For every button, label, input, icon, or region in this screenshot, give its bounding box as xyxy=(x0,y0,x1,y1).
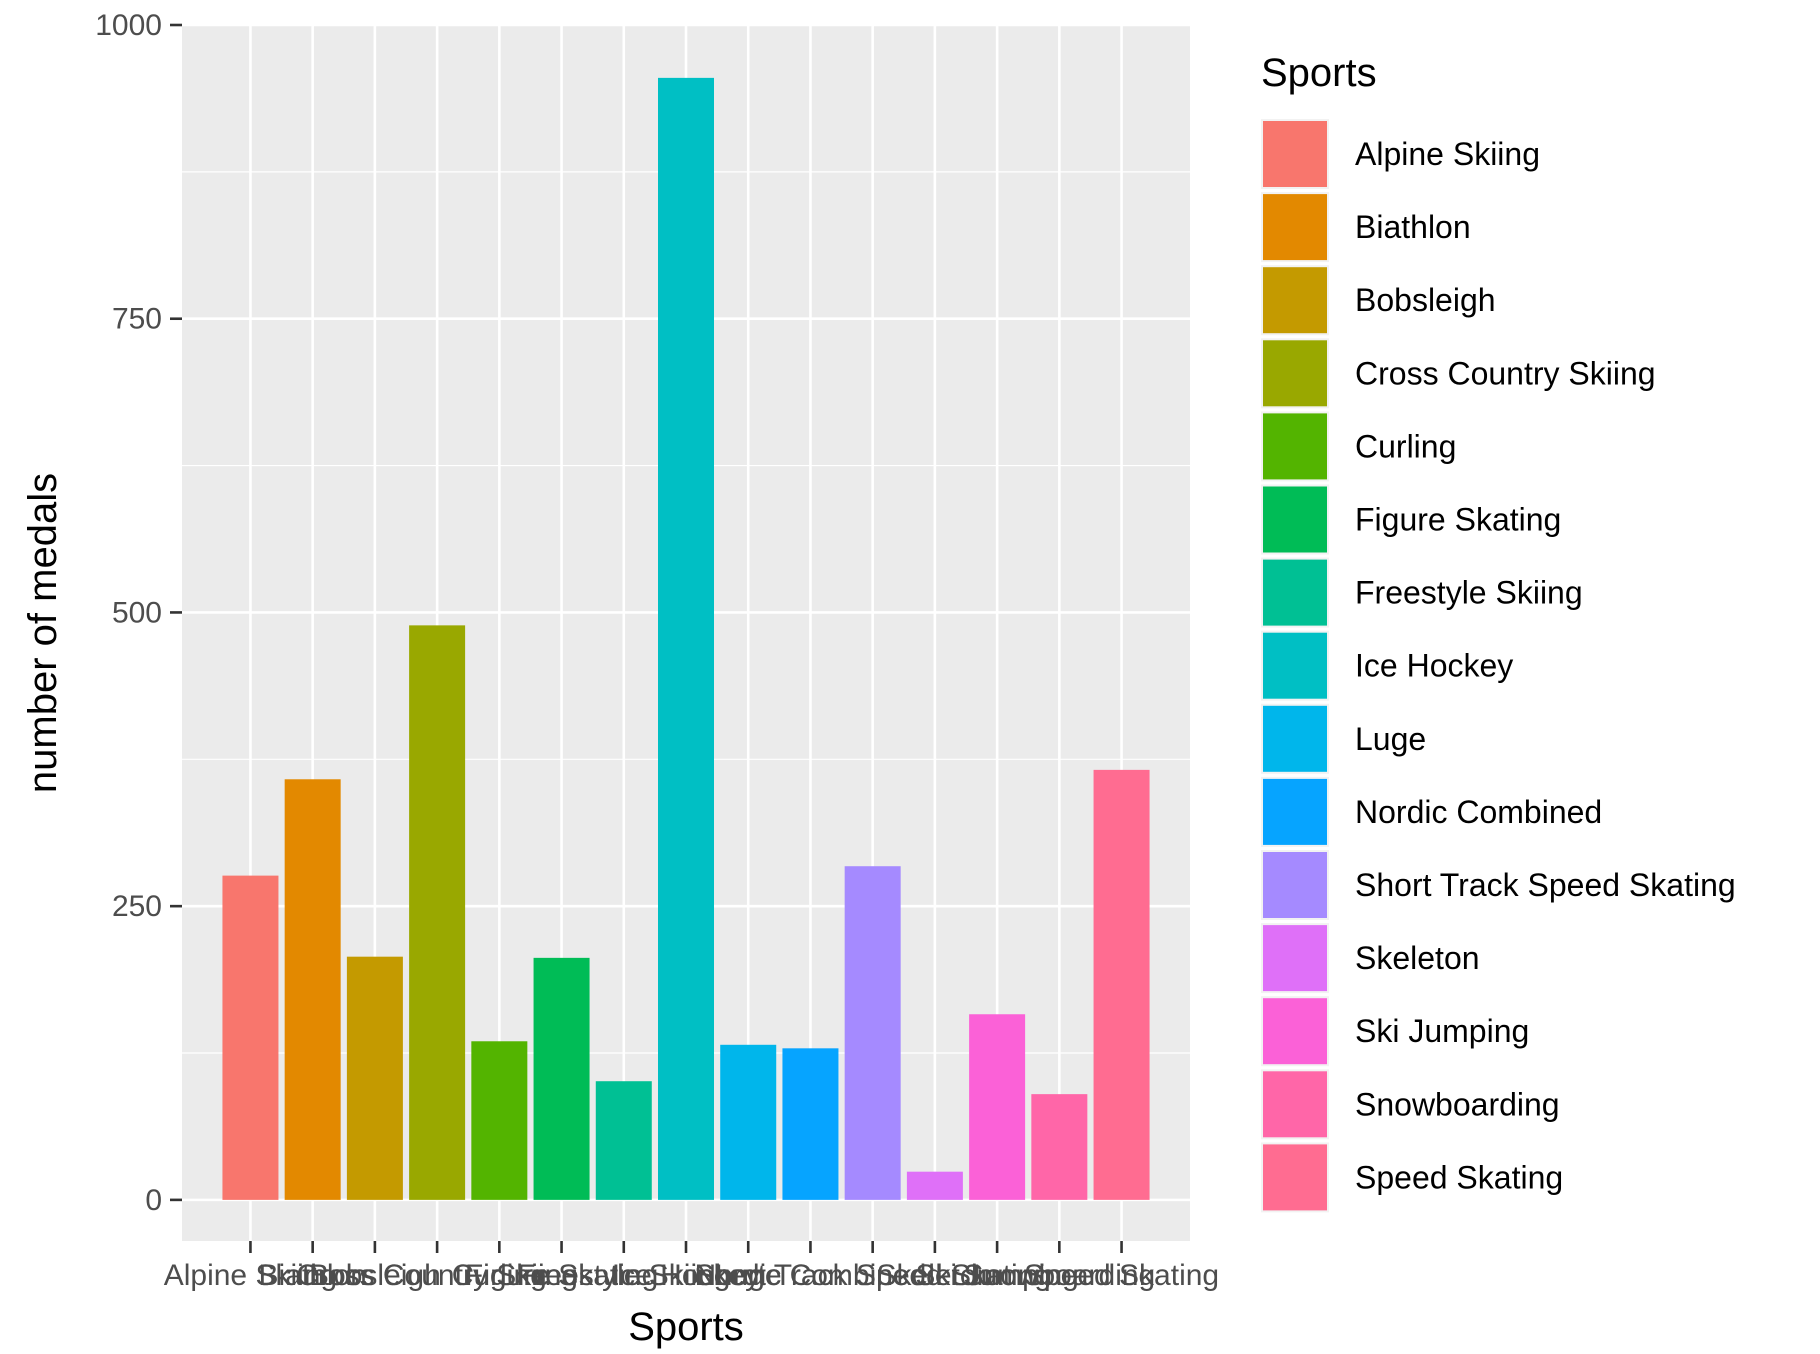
legend: Sports Alpine Skiing Biathlon Bobsleigh Cro… xyxy=(1261,51,1736,1213)
legend-label: Short Track Speed Skating xyxy=(1355,867,1736,903)
legend-label: Bobsleigh xyxy=(1355,282,1496,318)
bar-nordic-combined xyxy=(782,1048,839,1200)
x-tick-label: Biathlon xyxy=(258,1259,366,1292)
bar-cross-country-skiing xyxy=(409,625,466,1200)
y-tick-label: 250 xyxy=(112,890,162,923)
legend-label: Biathlon xyxy=(1355,209,1471,245)
bar-luge xyxy=(720,1044,777,1200)
bar-ski-jumping xyxy=(969,1014,1026,1200)
bar-ice-hockey xyxy=(658,77,714,1200)
legend-swatch xyxy=(1263,121,1327,187)
legend-label: Snowboarding xyxy=(1355,1086,1560,1122)
legend-label: Ice Hockey xyxy=(1355,648,1513,684)
bars xyxy=(222,77,1150,1200)
legend-swatch xyxy=(1263,998,1327,1065)
bar-speed-skating xyxy=(1093,769,1150,1200)
legend-swatch xyxy=(1263,778,1327,845)
x-tick-label: Short Track Speed Skating xyxy=(694,1259,1051,1292)
legend-swatch xyxy=(1263,559,1327,626)
bar-figure-skating xyxy=(533,957,590,1200)
y-tick-label: 500 xyxy=(112,596,162,629)
x-tick-label: Nordic Combined xyxy=(695,1259,927,1292)
legend-swatch xyxy=(1263,925,1327,992)
x-tick-label: Figure Skating xyxy=(465,1259,658,1292)
x-axis-title: Sports xyxy=(628,1305,744,1349)
legend-title: Sports xyxy=(1261,51,1377,95)
x-tick-label: Alpine Skiing xyxy=(164,1259,337,1292)
legend-swatch xyxy=(1263,1071,1327,1138)
x-tick-label: Curling xyxy=(452,1259,547,1292)
legend-swatch xyxy=(1263,194,1327,261)
legend-label: Luge xyxy=(1355,721,1426,757)
legend-swatch xyxy=(1263,632,1327,699)
x-tick-label: Skeleton xyxy=(877,1259,994,1292)
legend-swatch xyxy=(1263,1144,1327,1211)
bar-biathlon xyxy=(284,779,341,1200)
bar-skeleton xyxy=(906,1171,963,1200)
bar-curling xyxy=(471,1041,528,1200)
x-tick-label: Speed Skating xyxy=(1024,1259,1219,1292)
x-tick-label: Bobsleigh xyxy=(309,1259,441,1292)
legend-swatch xyxy=(1263,486,1327,553)
bar-short-track-speed-skating xyxy=(844,866,901,1200)
bar-alpine-skiing xyxy=(222,875,279,1200)
legend-label: Nordic Combined xyxy=(1355,794,1602,830)
x-tick-label: Freestyle Skiing xyxy=(517,1259,730,1292)
legend-swatch xyxy=(1263,267,1327,334)
legend-label: Skeleton xyxy=(1355,940,1480,976)
legend-swatch xyxy=(1263,413,1327,480)
y-tick-label: 0 xyxy=(145,1184,162,1217)
legend-label: Curling xyxy=(1355,428,1456,464)
legend-swatch xyxy=(1263,340,1327,407)
x-tick-label: Snowboarding xyxy=(963,1259,1155,1292)
legend-swatch xyxy=(1263,852,1327,918)
x-tick-label: Ski Jumping xyxy=(915,1259,1078,1292)
y-tick-label: 1000 xyxy=(95,9,162,42)
bar-freestyle-skiing xyxy=(595,1081,652,1200)
legend-swatch xyxy=(1263,705,1327,772)
bar-snowboarding xyxy=(1031,1094,1088,1200)
legend-label: Figure Skating xyxy=(1355,502,1561,538)
bar-bobsleigh xyxy=(346,956,403,1200)
x-tick-label: Ice Hockey xyxy=(612,1259,760,1292)
legend-label: Cross Country Skiing xyxy=(1355,355,1656,391)
legend-label: Freestyle Skiing xyxy=(1355,575,1583,611)
legend-label: Speed Skating xyxy=(1355,1159,1563,1195)
x-tick-label: Luge xyxy=(715,1259,782,1292)
y-axis: 0 250 500 750 1000 xyxy=(95,9,182,1217)
legend-label: Alpine Skiing xyxy=(1355,136,1540,172)
y-axis-title: number of medals xyxy=(21,473,65,793)
x-tick-label: Cross Country Skiing xyxy=(296,1259,578,1292)
y-tick-label: 750 xyxy=(112,303,162,336)
legend-label: Ski Jumping xyxy=(1355,1013,1529,1049)
